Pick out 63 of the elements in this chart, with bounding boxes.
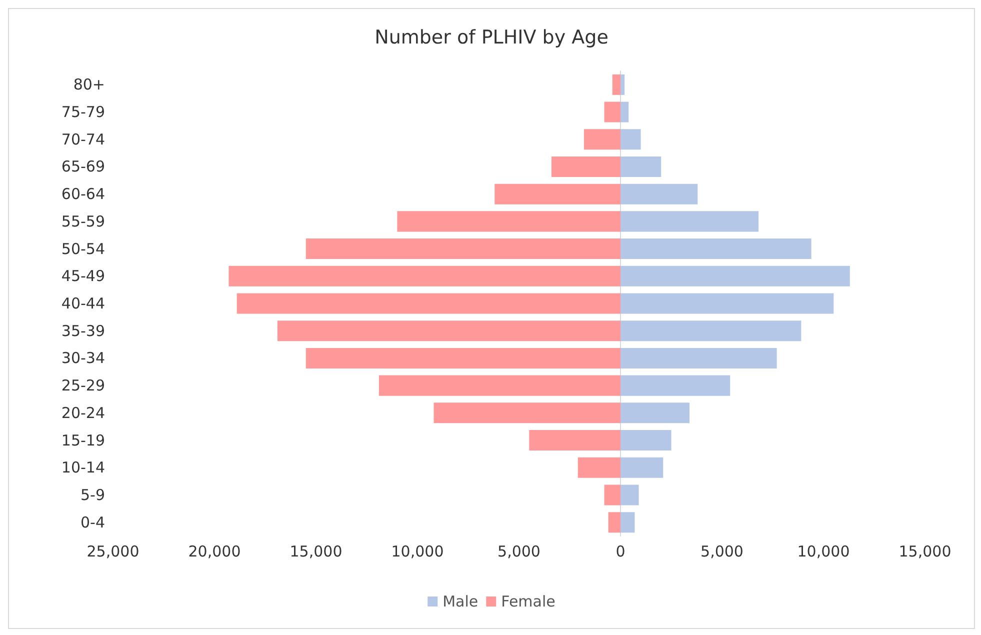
y-tick-label: 80+ [73, 76, 105, 94]
bar [620, 484, 639, 506]
bar [434, 402, 620, 424]
bar [620, 156, 662, 177]
bar [620, 184, 698, 204]
bar [306, 348, 620, 368]
bar [620, 211, 759, 232]
y-tick-label: 70-74 [61, 130, 105, 148]
bar [620, 375, 730, 396]
bar [612, 74, 620, 95]
y-tick-label: 25-29 [61, 376, 105, 395]
x-tick-label: 20,000 [188, 542, 241, 560]
y-tick-label: 5-9 [80, 486, 105, 504]
x-tick-label: 15,000 [898, 542, 952, 560]
bar [604, 102, 620, 122]
bar [620, 129, 641, 150]
bar [529, 430, 620, 451]
bar [397, 211, 620, 232]
y-tick-label: 60-64 [61, 185, 105, 204]
x-tick-label: 15,000 [290, 542, 342, 560]
y-tick-label: 10-14 [61, 458, 105, 477]
bar [620, 348, 777, 368]
y-tick-label: 75-79 [61, 103, 105, 122]
y-tick-label: 30-34 [61, 349, 105, 368]
x-tick-label: 10,000 [391, 542, 444, 560]
bar [277, 320, 620, 342]
y-tick-label: 55-59 [61, 212, 105, 230]
x-tick-label: 10,000 [797, 542, 850, 560]
y-tick-label: 45-49 [61, 267, 105, 286]
bar [620, 74, 625, 95]
bar [604, 484, 620, 506]
bar [608, 512, 620, 533]
bar [620, 430, 672, 451]
bar [620, 512, 635, 533]
bar [306, 238, 620, 260]
x-tick-label: 25,000 [86, 542, 140, 560]
bar [551, 156, 620, 177]
bar [578, 457, 620, 478]
bar [584, 129, 620, 150]
bar [620, 293, 834, 314]
y-tick-label: 15-19 [61, 431, 105, 450]
legend-label: Female [501, 592, 556, 610]
y-tick-label: 50-54 [61, 240, 105, 258]
bar [620, 402, 690, 424]
bar [378, 375, 620, 396]
bar [620, 238, 812, 260]
y-tick-label: 20-24 [61, 404, 105, 422]
chart-title: Number of PLHIV by Age [374, 26, 608, 48]
y-tick-label: 65-69 [61, 158, 105, 176]
x-tick-label: 0 [616, 542, 626, 560]
y-tick-label: 40-44 [61, 294, 105, 312]
bar [620, 102, 629, 122]
y-tick-label: 35-39 [61, 322, 105, 340]
legend-label: Male [442, 592, 478, 610]
bar [494, 184, 620, 204]
x-tick-label: 5,000 [498, 542, 540, 560]
bar [620, 320, 802, 342]
bar [228, 266, 620, 286]
y-tick-label: 0-4 [80, 513, 105, 532]
bar [620, 266, 850, 286]
bar [620, 457, 664, 478]
bar [236, 293, 620, 314]
x-tick-label: 5,000 [700, 542, 744, 560]
